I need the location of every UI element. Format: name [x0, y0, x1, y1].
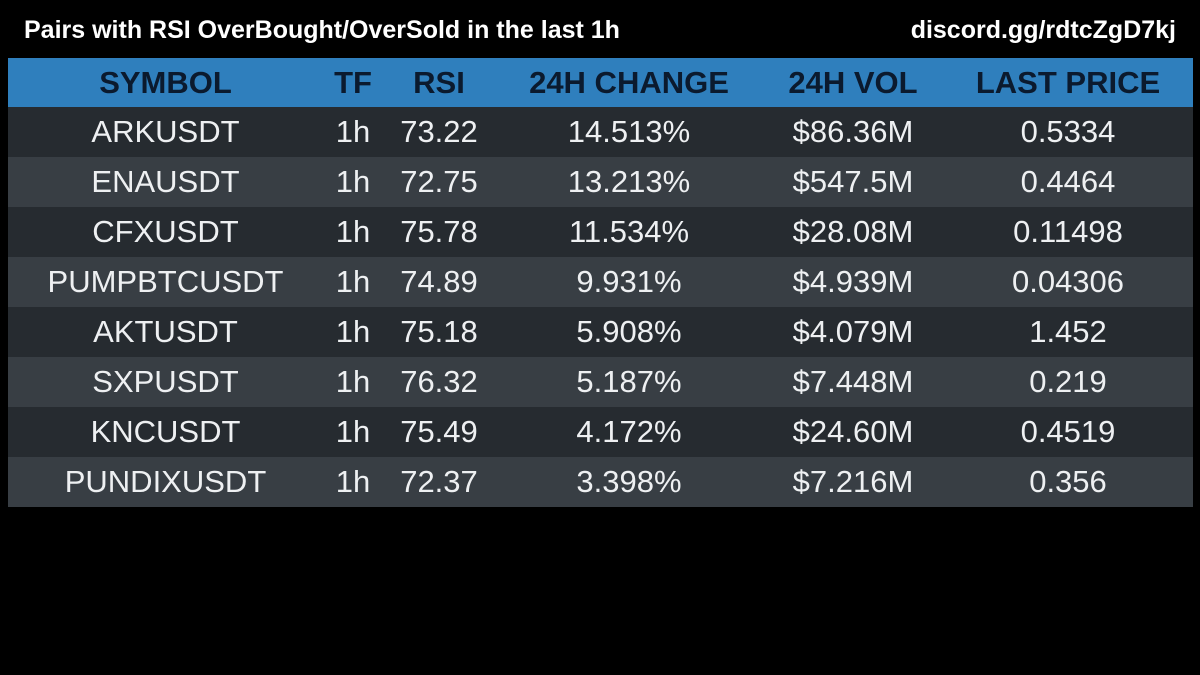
cell-symbol: PUMPBTCUSDT [47, 264, 284, 299]
cell-rsi: 72.37 [400, 464, 478, 499]
cell-24h-vol: $7.448M [792, 364, 914, 399]
cell-24h-change: 9.931% [576, 264, 682, 299]
column-header-tf[interactable]: TF [334, 64, 372, 100]
cell-last-price: 0.04306 [1011, 264, 1125, 299]
cell-rsi: 75.78 [400, 214, 478, 249]
cell-24h-change: 13.213% [567, 164, 691, 199]
cell-tf: 1h [335, 214, 371, 249]
cell-last-price: 0.219 [1029, 364, 1107, 399]
cell-24h-vol: $24.60M [792, 414, 914, 449]
rsi-pairs-table: SYMBOL TF RSI 24H CHANGE 24H VOL LAST PR… [8, 58, 1193, 507]
cell-tf: 1h [335, 164, 371, 199]
cell-symbol: ARKUSDT [91, 114, 240, 149]
cell-tf: 1h [335, 464, 371, 499]
cell-24h-change: 4.172% [576, 414, 682, 449]
column-header-rsi[interactable]: RSI [413, 64, 465, 100]
table-row: CFXUSDT 1h 75.78 11.534% $28.08M 0.11498 [8, 207, 1193, 257]
column-header-24h-vol[interactable]: 24H VOL [788, 64, 918, 100]
cell-24h-change: 5.908% [576, 314, 682, 349]
table-row: ARKUSDT 1h 73.22 14.513% $86.36M 0.5334 [8, 107, 1193, 157]
cell-last-price: 0.356 [1029, 464, 1107, 499]
column-header-last-price[interactable]: LAST PRICE [975, 64, 1161, 100]
cell-last-price: 0.4519 [1020, 414, 1116, 449]
table-row: AKTUSDT 1h 75.18 5.908% $4.079M 1.452 [8, 307, 1193, 357]
cell-24h-vol: $4.079M [792, 314, 914, 349]
cell-24h-change: 11.534% [568, 214, 690, 249]
cell-symbol: KNCUSDT [90, 414, 241, 449]
cell-tf: 1h [335, 264, 371, 299]
cell-symbol: ENAUSDT [91, 164, 240, 199]
cell-symbol: SXPUSDT [92, 364, 239, 399]
cell-last-price: 0.11498 [1013, 214, 1123, 249]
table-row: ENAUSDT 1h 72.75 13.213% $547.5M 0.4464 [8, 157, 1193, 207]
cell-24h-change: 14.513% [567, 114, 691, 149]
cell-24h-vol: $28.08M [792, 214, 914, 249]
cell-last-price: 0.4464 [1020, 164, 1116, 199]
cell-last-price: 1.452 [1029, 314, 1107, 349]
table-row: PUNDIXUSDT 1h 72.37 3.398% $7.216M 0.356 [8, 457, 1193, 507]
column-header-24h-change[interactable]: 24H CHANGE [529, 64, 729, 100]
table-header-row: SYMBOL TF RSI 24H CHANGE 24H VOL LAST PR… [8, 58, 1193, 107]
cell-24h-vol: $86.36M [792, 114, 914, 149]
cell-rsi: 76.32 [400, 364, 478, 399]
column-header-symbol[interactable]: SYMBOL [99, 64, 232, 100]
discord-invite-link[interactable]: discord.gg/rdtcZgD7kj [910, 16, 1176, 44]
cell-24h-vol: $4.939M [792, 264, 914, 299]
cell-last-price: 0.5334 [1020, 114, 1116, 149]
table-row: PUMPBTCUSDT 1h 74.89 9.931% $4.939M 0.04… [8, 257, 1193, 307]
cell-rsi: 74.89 [400, 264, 478, 299]
cell-24h-change: 3.398% [576, 464, 682, 499]
cell-tf: 1h [335, 414, 371, 449]
cell-rsi: 75.18 [400, 314, 478, 349]
table-row: SXPUSDT 1h 76.32 5.187% $7.448M 0.219 [8, 357, 1193, 407]
cell-24h-change: 5.187% [576, 364, 682, 399]
cell-rsi: 72.75 [400, 164, 478, 199]
cell-24h-vol: $7.216M [792, 464, 914, 499]
cell-tf: 1h [335, 364, 371, 399]
cell-symbol: CFXUSDT [92, 214, 239, 249]
table-row: KNCUSDT 1h 75.49 4.172% $24.60M 0.4519 [8, 407, 1193, 457]
cell-tf: 1h [335, 114, 371, 149]
cell-symbol: PUNDIXUSDT [64, 464, 267, 499]
page-title: Pairs with RSI OverBought/OverSold in th… [24, 16, 620, 44]
cell-symbol: AKTUSDT [93, 314, 238, 349]
cell-24h-vol: $547.5M [792, 164, 914, 199]
cell-tf: 1h [335, 314, 371, 349]
top-banner: Pairs with RSI OverBought/OverSold in th… [0, 0, 1200, 58]
cell-rsi: 73.22 [400, 114, 478, 149]
cell-rsi: 75.49 [400, 414, 478, 449]
